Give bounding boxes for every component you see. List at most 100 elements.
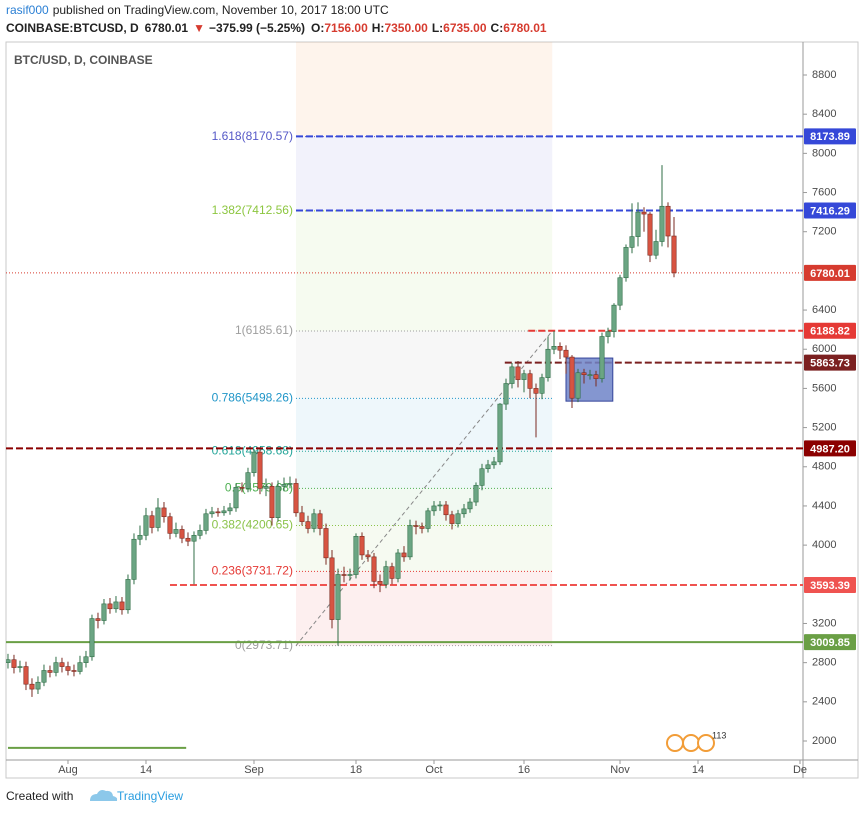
- y-tick-label: 3200: [812, 617, 836, 629]
- fib-label: 0.236(3731.72): [212, 564, 293, 578]
- y-tick-label: 4800: [812, 461, 836, 473]
- ohlc-value: 7350.00: [384, 21, 428, 35]
- candle-body: [257, 451, 263, 489]
- candle-body: [227, 507, 233, 512]
- fib-label: 0.786(5498.26): [212, 391, 293, 405]
- candle-body: [23, 666, 29, 685]
- candle-body: [347, 574, 353, 576]
- candle-body: [581, 372, 587, 376]
- ohlc-key: O:: [311, 21, 324, 35]
- candle-body: [425, 510, 431, 529]
- candle-body: [71, 670, 77, 672]
- candle-body: [287, 483, 293, 485]
- candle-body: [335, 574, 341, 620]
- candle-body: [245, 472, 251, 489]
- candle-body: [515, 366, 521, 380]
- candle-body: [185, 537, 191, 542]
- candle-body: [53, 662, 59, 673]
- candle-body: [611, 304, 617, 332]
- price-label-box: [804, 264, 856, 281]
- event-count: 113: [712, 730, 726, 740]
- candle-body: [269, 486, 275, 518]
- price-label-box: [804, 202, 856, 219]
- event-badge[interactable]: [666, 734, 684, 752]
- y-tick-label: 4000: [812, 539, 836, 551]
- candle-body: [497, 403, 503, 463]
- x-tick-label: Nov: [610, 764, 630, 776]
- candle-body: [113, 601, 119, 610]
- event-badges[interactable]: 113: [666, 730, 726, 752]
- candle-body: [125, 579, 131, 611]
- candle-body: [107, 603, 113, 610]
- fib-band: [295, 525, 553, 572]
- footer-brand[interactable]: TradingView: [117, 789, 183, 803]
- candle-body: [551, 346, 557, 350]
- candle-body: [647, 213, 653, 256]
- event-badge[interactable]: [682, 734, 700, 752]
- fib-band: [295, 451, 553, 489]
- candle-body: [629, 236, 635, 248]
- last-price: 6780.01: [145, 21, 189, 35]
- candle-body: [569, 356, 575, 399]
- candle-body: [137, 535, 143, 540]
- candle-body: [191, 535, 197, 542]
- x-tick-label: Oct: [425, 764, 442, 776]
- candle-body: [413, 525, 419, 527]
- candle-body: [383, 566, 389, 585]
- author-link[interactable]: rasif000: [6, 3, 49, 17]
- event-badge[interactable]: [697, 734, 715, 752]
- price-label-box: [804, 440, 856, 457]
- candle-body: [419, 526, 425, 529]
- candle-body: [89, 618, 95, 658]
- candle-body: [281, 484, 287, 487]
- candle-body: [305, 521, 311, 529]
- candle-body: [641, 211, 647, 215]
- candle-body: [503, 383, 509, 405]
- ohlc-value: 7156.00: [324, 21, 368, 35]
- candle-body: [353, 536, 359, 575]
- candle-body: [221, 510, 227, 514]
- footer-created: Created with: [6, 789, 73, 803]
- price-label: 6780.01: [810, 268, 850, 280]
- y-tick-label: 6000: [812, 343, 836, 355]
- x-tick-label: Aug: [58, 764, 78, 776]
- candle-body: [461, 508, 467, 515]
- candle-body: [401, 552, 407, 558]
- candle-body: [521, 373, 527, 380]
- price-label-box: [804, 322, 856, 339]
- x-tick-label: De: [793, 764, 807, 776]
- y-tick-label: 7600: [812, 186, 836, 198]
- y-tick-label: 8000: [812, 147, 836, 159]
- candle-body: [671, 235, 677, 274]
- candle-body: [65, 666, 71, 671]
- candle-body: [359, 536, 365, 556]
- candle-body: [299, 512, 305, 522]
- price-label: 6188.82: [810, 326, 850, 338]
- candle-body: [449, 514, 455, 524]
- candle-body: [485, 464, 491, 470]
- candle-body: [443, 504, 449, 516]
- candle-body: [131, 538, 137, 580]
- tradingview-logo[interactable]: [90, 790, 118, 801]
- price-label: 7416.29: [810, 205, 850, 217]
- y-tick-label: 8800: [812, 69, 836, 81]
- candle-body: [533, 388, 539, 394]
- candle-body: [473, 485, 479, 503]
- fib-band: [295, 136, 553, 211]
- symbol: COINBASE:BTCUSD, D: [6, 21, 139, 35]
- y-tick-label: 7200: [812, 226, 836, 238]
- candle-body: [341, 574, 347, 576]
- y-tick-label: 6400: [812, 304, 836, 316]
- candle-body: [173, 529, 179, 534]
- candle-body: [635, 211, 641, 237]
- candle-body: [539, 377, 545, 394]
- candle-body: [11, 659, 17, 668]
- ohlc-value: 6735.00: [443, 21, 487, 35]
- candle-body: [6, 659, 11, 663]
- candle-body: [317, 513, 323, 529]
- fib-label: 0.382(4200.65): [212, 518, 293, 532]
- candle-body: [371, 556, 377, 582]
- plot-area: 0(2973.71) 0.236(3731.72) 0.382(4200.65) 0.…: [6, 42, 803, 749]
